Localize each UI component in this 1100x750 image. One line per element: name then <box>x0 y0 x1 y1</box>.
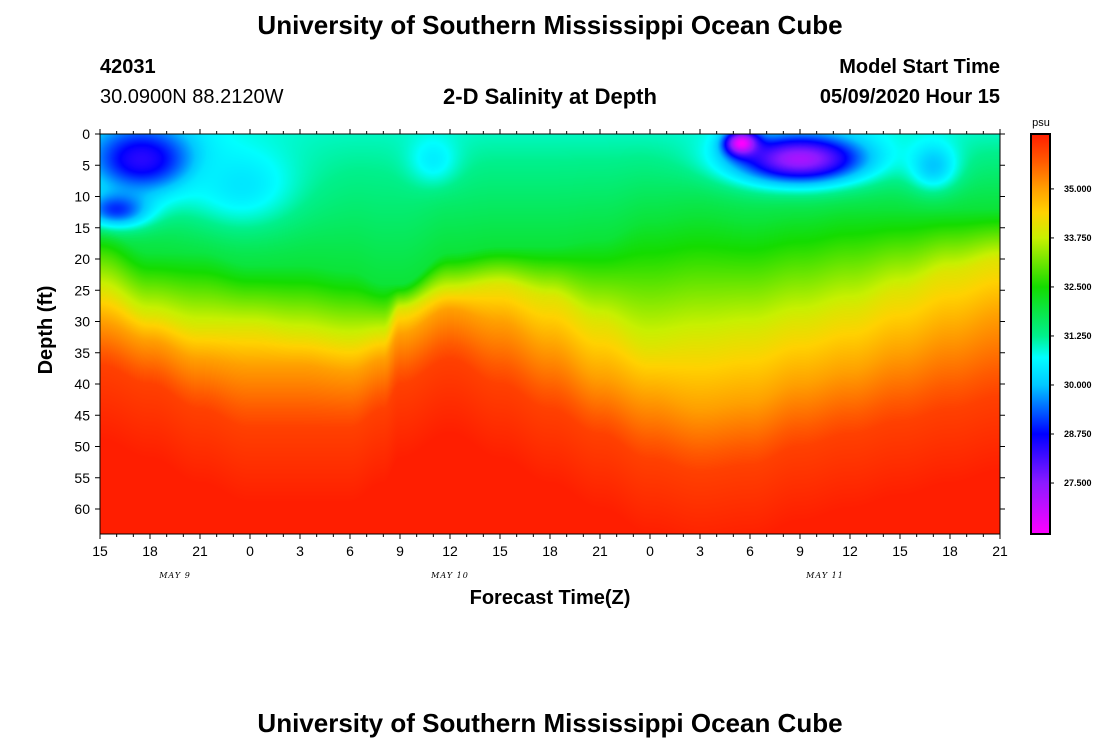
date-label: MAY 9 <box>158 571 191 580</box>
y-tick-label: 0 <box>82 126 90 142</box>
station-id: 42031 <box>100 56 156 78</box>
x-tick-label: 0 <box>646 543 654 559</box>
colorbar-label: 30.000 <box>1064 380 1092 390</box>
colorbar <box>1030 133 1051 535</box>
model-start-label: Model Start Time <box>839 56 1000 78</box>
main-title: University of Southern Mississippi Ocean… <box>257 10 843 40</box>
x-tick-label: 21 <box>592 543 608 559</box>
colorbar-unit: psu <box>1032 117 1050 129</box>
x-tick-label: 3 <box>696 543 704 559</box>
x-tick-label: 21 <box>192 543 208 559</box>
y-tick-label: 30 <box>74 314 90 330</box>
x-tick-label: 6 <box>746 543 754 559</box>
colorbar-label: 27.500 <box>1064 478 1092 488</box>
y-tick-label: 20 <box>74 251 90 267</box>
y-tick-label: 40 <box>74 376 90 392</box>
x-tick-label: 18 <box>142 543 158 559</box>
chart-title: 2-D Salinity at Depth <box>443 84 657 109</box>
y-tick-label: 15 <box>74 220 90 236</box>
y-tick-label: 45 <box>74 407 90 423</box>
x-axis-ticks: 15 18 21 0 3 6 9 12 15 18 21 0 3 6 9 12 15 18 21 <box>92 129 1008 559</box>
x-tick-label: 12 <box>842 543 858 559</box>
x-tick-label: 9 <box>396 543 404 559</box>
x-tick-label: 3 <box>296 543 304 559</box>
y-tick-label: 25 <box>74 282 90 298</box>
date-labels: MAY 9 MAY 10 MAY 11 <box>158 571 844 580</box>
y-tick-label: 10 <box>74 189 90 205</box>
model-start-time: 05/09/2020 Hour 15 <box>819 86 1000 108</box>
colorbar-label: 31.250 <box>1064 331 1092 341</box>
x-tick-label: 21 <box>992 543 1008 559</box>
salinity-heatmap <box>100 134 1000 534</box>
y-tick-label: 60 <box>74 501 90 517</box>
colorbar-label: 33.750 <box>1064 233 1092 243</box>
x-tick-label: 6 <box>346 543 354 559</box>
y-axis-ticks: 0 5 10 15 20 25 30 35 40 45 50 55 60 <box>74 126 1005 517</box>
y-axis-title: Depth (ft) <box>35 286 57 375</box>
y-tick-label: 50 <box>74 439 90 455</box>
x-tick-label: 18 <box>942 543 958 559</box>
y-tick-label: 5 <box>82 157 90 173</box>
y-tick-label: 35 <box>74 345 90 361</box>
heatmap-container <box>100 134 1000 534</box>
x-tick-label: 15 <box>892 543 908 559</box>
x-tick-label: 15 <box>92 543 108 559</box>
station-coords: 30.0900N 88.2120W <box>100 86 284 108</box>
x-tick-label: 18 <box>542 543 558 559</box>
x-tick-label: 9 <box>796 543 804 559</box>
x-tick-label: 15 <box>492 543 508 559</box>
colorbar-labels: 35.000 33.750 32.500 31.250 30.000 28.750 27.5… <box>1050 184 1092 488</box>
x-axis-title: Forecast Time(Z) <box>470 587 631 609</box>
date-label: MAY 10 <box>430 571 469 580</box>
date-label: MAY 11 <box>805 571 844 580</box>
y-tick-label: 55 <box>74 470 90 486</box>
x-tick-label: 0 <box>246 543 254 559</box>
footer-title: University of Southern Mississippi Ocean… <box>257 708 843 738</box>
x-tick-label: 12 <box>442 543 458 559</box>
colorbar-label: 35.000 <box>1064 184 1092 194</box>
colorbar-label: 32.500 <box>1064 282 1092 292</box>
colorbar-label: 28.750 <box>1064 429 1092 439</box>
